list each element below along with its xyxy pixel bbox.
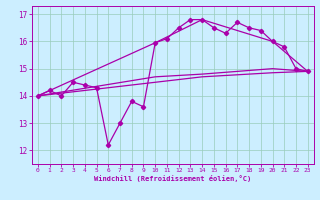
X-axis label: Windchill (Refroidissement éolien,°C): Windchill (Refroidissement éolien,°C)	[94, 175, 252, 182]
